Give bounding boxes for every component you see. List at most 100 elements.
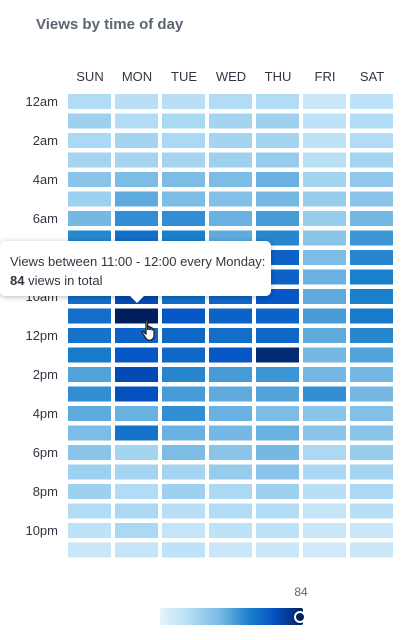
heatmap-cell-sun-03[interactable] — [68, 152, 111, 168]
heatmap-cell-sun-02[interactable] — [68, 133, 111, 148]
heatmap-cell-thu-23[interactable] — [256, 542, 299, 558]
heatmap-cell-mon-15[interactable] — [115, 386, 158, 402]
heatmap-cell-sun-15[interactable] — [68, 386, 111, 402]
heatmap-cell-mon-04[interactable] — [115, 172, 158, 187]
heatmap-cell-mon-00[interactable] — [115, 94, 158, 109]
heatmap-cell-thu-01[interactable] — [256, 113, 299, 129]
heatmap-cell-sat-22[interactable] — [350, 523, 393, 538]
heatmap-cell-fri-10[interactable] — [303, 289, 346, 304]
heatmap-cell-sat-04[interactable] — [350, 172, 393, 187]
heatmap-cell-sat-03[interactable] — [350, 152, 393, 168]
heatmap-cell-fri-07[interactable] — [303, 230, 346, 246]
heatmap-cell-sat-19[interactable] — [350, 464, 393, 480]
heatmap-cell-thu-16[interactable] — [256, 406, 299, 421]
heatmap-cell-mon-01[interactable] — [115, 113, 158, 129]
heatmap-cell-tue-16[interactable] — [162, 406, 205, 421]
heatmap-cell-tue-06[interactable] — [162, 211, 205, 226]
heatmap-cell-wed-18[interactable] — [209, 445, 252, 460]
heatmap-cell-tue-03[interactable] — [162, 152, 205, 168]
heatmap-cell-sat-00[interactable] — [350, 94, 393, 109]
heatmap-cell-fri-16[interactable] — [303, 406, 346, 421]
heatmap-cell-tue-00[interactable] — [162, 94, 205, 109]
heatmap-cell-thu-12[interactable] — [256, 328, 299, 343]
heatmap-cell-mon-21[interactable] — [115, 503, 158, 519]
heatmap-cell-wed-05[interactable] — [209, 191, 252, 207]
heatmap-cell-sat-14[interactable] — [350, 367, 393, 382]
heatmap-cell-sat-17[interactable] — [350, 425, 393, 441]
heatmap-cell-sat-15[interactable] — [350, 386, 393, 402]
heatmap-cell-sun-04[interactable] — [68, 172, 111, 187]
heatmap-cell-sat-07[interactable] — [350, 230, 393, 246]
heatmap-cell-thu-05[interactable] — [256, 191, 299, 207]
heatmap-cell-fri-13[interactable] — [303, 347, 346, 363]
heatmap-cell-sun-23[interactable] — [68, 542, 111, 558]
heatmap-cell-fri-09[interactable] — [303, 269, 346, 285]
heatmap-cell-sun-00[interactable] — [68, 94, 111, 109]
heatmap-cell-wed-00[interactable] — [209, 94, 252, 109]
heatmap-cell-tue-14[interactable] — [162, 367, 205, 382]
heatmap-cell-mon-17[interactable] — [115, 425, 158, 441]
heatmap-cell-mon-06[interactable] — [115, 211, 158, 226]
heatmap-cell-thu-18[interactable] — [256, 445, 299, 460]
heatmap-cell-thu-13[interactable] — [256, 347, 299, 363]
heatmap-cell-wed-15[interactable] — [209, 386, 252, 402]
heatmap-cell-fri-22[interactable] — [303, 523, 346, 538]
heatmap-cell-fri-14[interactable] — [303, 367, 346, 382]
heatmap-cell-thu-03[interactable] — [256, 152, 299, 168]
heatmap-cell-mon-13[interactable] — [115, 347, 158, 363]
heatmap-cell-sat-13[interactable] — [350, 347, 393, 363]
heatmap-cell-fri-06[interactable] — [303, 211, 346, 226]
heatmap-cell-thu-00[interactable] — [256, 94, 299, 109]
heatmap-cell-fri-02[interactable] — [303, 133, 346, 148]
heatmap-cell-fri-11[interactable] — [303, 308, 346, 324]
heatmap-cell-sat-05[interactable] — [350, 191, 393, 207]
heatmap-cell-mon-22[interactable] — [115, 523, 158, 538]
heatmap-cell-thu-15[interactable] — [256, 386, 299, 402]
heatmap-cell-tue-02[interactable] — [162, 133, 205, 148]
heatmap-cell-tue-19[interactable] — [162, 464, 205, 480]
heatmap-cell-wed-22[interactable] — [209, 523, 252, 538]
heatmap-cell-sat-12[interactable] — [350, 328, 393, 343]
heatmap-cell-sat-23[interactable] — [350, 542, 393, 558]
heatmap-cell-mon-05[interactable] — [115, 191, 158, 207]
heatmap-cell-fri-15[interactable] — [303, 386, 346, 402]
heatmap-cell-wed-03[interactable] — [209, 152, 252, 168]
heatmap-cell-sun-21[interactable] — [68, 503, 111, 519]
heatmap-cell-thu-17[interactable] — [256, 425, 299, 441]
heatmap-cell-fri-20[interactable] — [303, 484, 346, 499]
heatmap-cell-sat-06[interactable] — [350, 211, 393, 226]
heatmap-cell-thu-11[interactable] — [256, 308, 299, 324]
heatmap-cell-sun-19[interactable] — [68, 464, 111, 480]
heatmap-cell-wed-06[interactable] — [209, 211, 252, 226]
heatmap-cell-sun-18[interactable] — [68, 445, 111, 460]
heatmap-cell-mon-03[interactable] — [115, 152, 158, 168]
heatmap-cell-wed-12[interactable] — [209, 328, 252, 343]
heatmap-cell-tue-05[interactable] — [162, 191, 205, 207]
heatmap-cell-mon-23[interactable] — [115, 542, 158, 558]
heatmap-cell-sun-13[interactable] — [68, 347, 111, 363]
heatmap-cell-fri-01[interactable] — [303, 113, 346, 129]
heatmap-cell-wed-02[interactable] — [209, 133, 252, 148]
heatmap-cell-wed-19[interactable] — [209, 464, 252, 480]
heatmap-cell-wed-13[interactable] — [209, 347, 252, 363]
heatmap-cell-tue-17[interactable] — [162, 425, 205, 441]
heatmap-cell-fri-03[interactable] — [303, 152, 346, 168]
heatmap-cell-sat-08[interactable] — [350, 250, 393, 265]
heatmap-cell-tue-01[interactable] — [162, 113, 205, 129]
heatmap-cell-wed-11[interactable] — [209, 308, 252, 324]
heatmap-cell-thu-02[interactable] — [256, 133, 299, 148]
heatmap-cell-mon-14[interactable] — [115, 367, 158, 382]
heatmap-cell-sat-02[interactable] — [350, 133, 393, 148]
heatmap-cell-sat-10[interactable] — [350, 289, 393, 304]
heatmap-cell-tue-23[interactable] — [162, 542, 205, 558]
heatmap-cell-sat-16[interactable] — [350, 406, 393, 421]
heatmap-cell-fri-18[interactable] — [303, 445, 346, 460]
heatmap-cell-sat-11[interactable] — [350, 308, 393, 324]
heatmap-cell-wed-20[interactable] — [209, 484, 252, 499]
heatmap-cell-tue-11[interactable] — [162, 308, 205, 324]
heatmap-cell-fri-19[interactable] — [303, 464, 346, 480]
heatmap-cell-sun-06[interactable] — [68, 211, 111, 226]
heatmap-cell-thu-22[interactable] — [256, 523, 299, 538]
heatmap-cell-wed-01[interactable] — [209, 113, 252, 129]
heatmap-cell-sun-12[interactable] — [68, 328, 111, 343]
